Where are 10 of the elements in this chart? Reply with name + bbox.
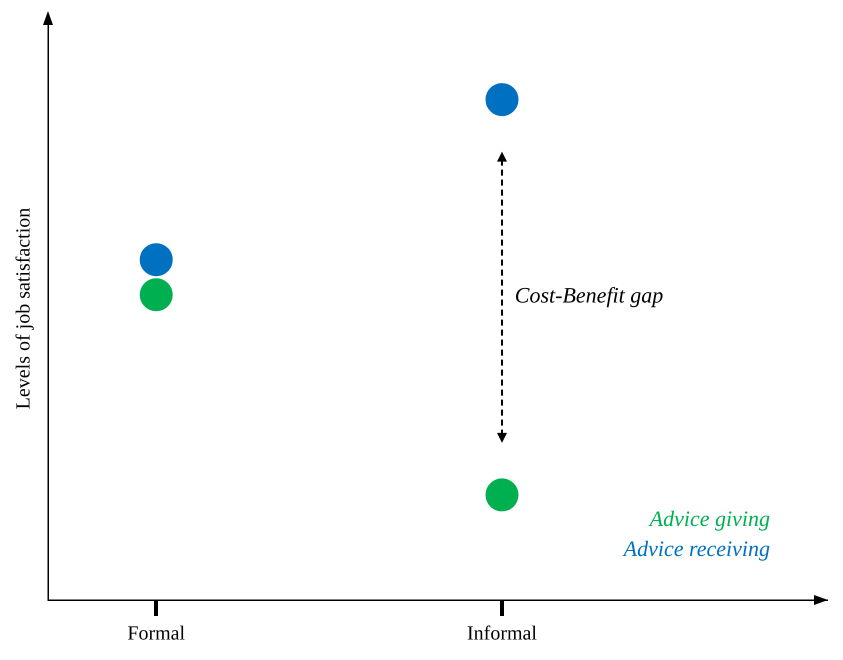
point	[140, 278, 173, 312]
annotation: Cost-Benefit gap	[514, 282, 664, 308]
y-axis-title: Levels of job satisfaction	[12, 208, 34, 410]
x-tick-label: Informal	[467, 622, 538, 644]
point	[140, 243, 173, 276]
point	[486, 478, 519, 512]
point	[486, 83, 519, 116]
text: Advice receiving	[622, 536, 770, 561]
text: Advice giving	[648, 506, 770, 531]
x-tick-label: Formal	[127, 622, 186, 644]
